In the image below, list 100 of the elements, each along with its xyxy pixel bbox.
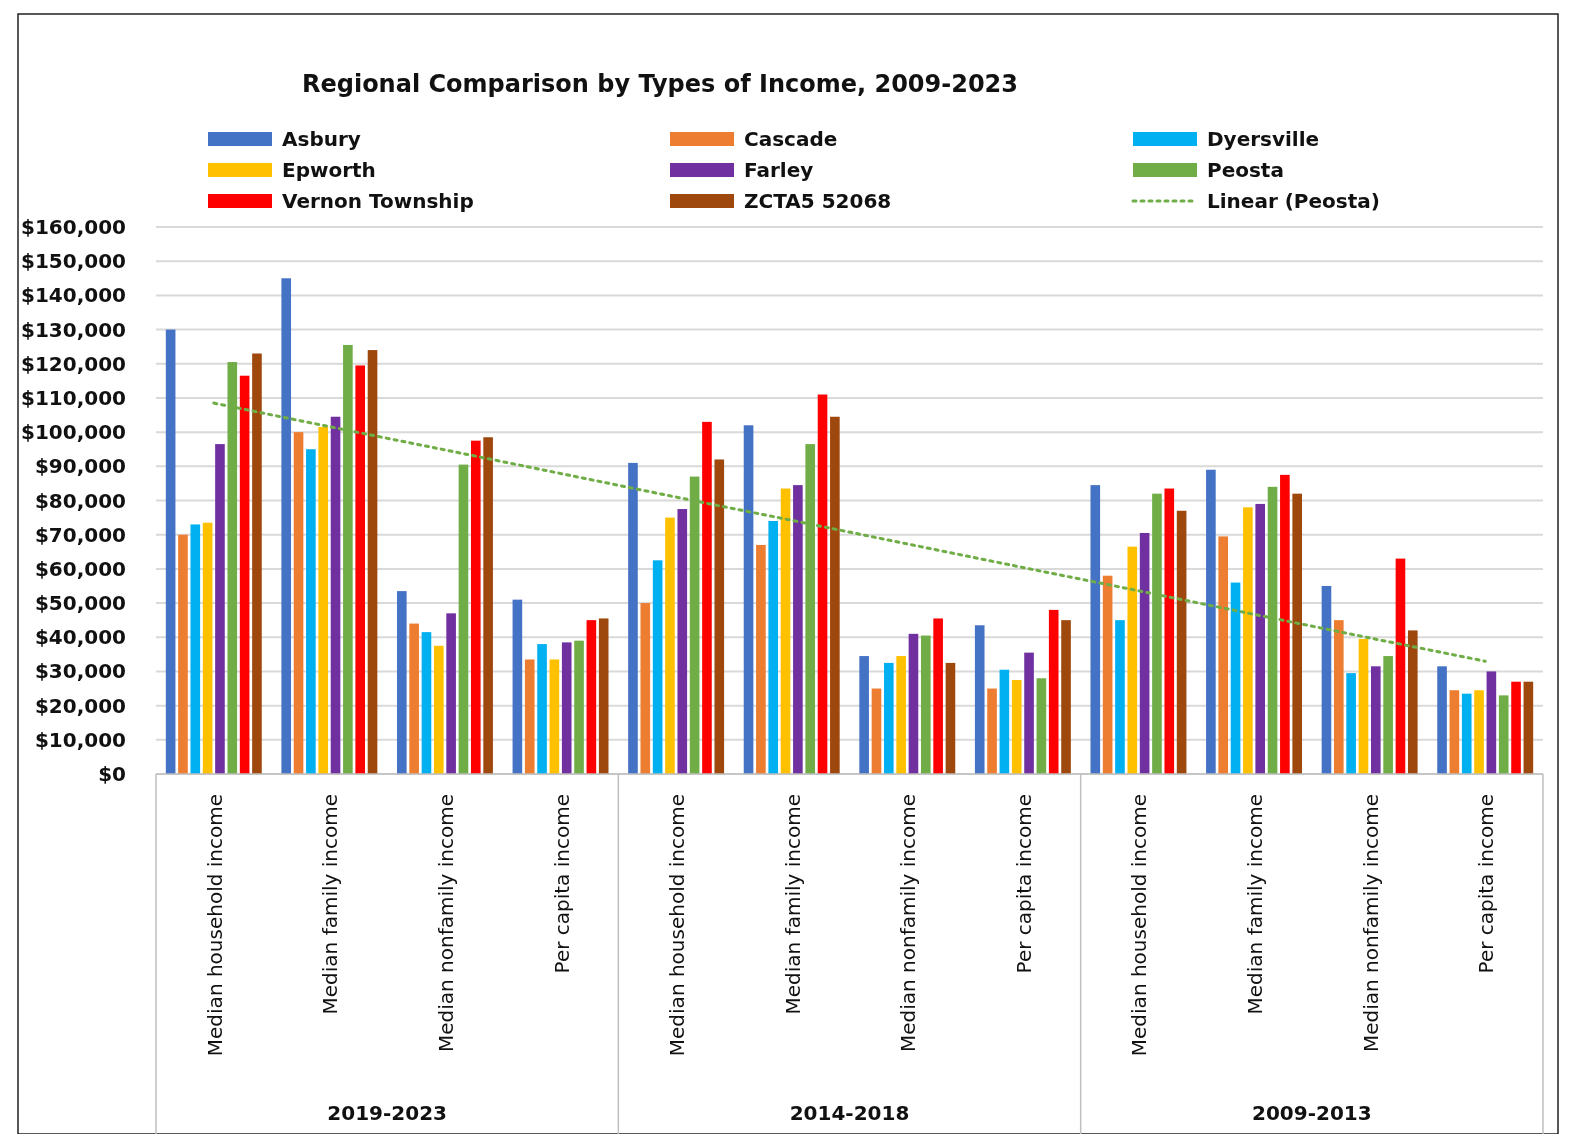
x-tick-label: Per capita income — [549, 794, 574, 974]
bar — [1218, 536, 1229, 774]
chart-title: Regional Comparison by Types of Income, 2009-2023 — [301, 70, 1019, 98]
y-tick-label: $90,000 — [34, 454, 126, 479]
bar — [586, 620, 597, 774]
bar — [1498, 695, 1509, 774]
bar — [433, 645, 444, 774]
y-tick-label: $10,000 — [34, 727, 126, 752]
bar — [421, 632, 432, 774]
text: 2014-2018 — [789, 1101, 910, 1125]
x-tick-label: Per capita income — [1474, 794, 1499, 974]
y-tick-label: $40,000 — [34, 625, 126, 650]
bar — [1090, 485, 1101, 774]
bar — [1036, 678, 1047, 774]
y-tick-label: $140,000 — [20, 283, 126, 308]
bar — [1024, 652, 1034, 774]
bar — [793, 485, 803, 774]
legend-label: Cascade — [744, 127, 838, 151]
bar — [549, 659, 560, 774]
bar — [318, 427, 329, 774]
y-tick-label: $150,000 — [20, 249, 126, 274]
legend-label: Peosta — [1207, 158, 1284, 182]
bar — [178, 534, 188, 774]
bar — [1437, 666, 1447, 774]
y-tick-label: $50,000 — [34, 591, 126, 616]
bar — [974, 625, 985, 774]
bar — [908, 633, 919, 774]
bar — [1280, 474, 1290, 774]
bar — [1243, 507, 1253, 774]
bar — [1523, 681, 1534, 774]
bar — [409, 623, 419, 774]
bar — [396, 591, 407, 774]
bar — [859, 656, 869, 774]
bar — [1395, 558, 1406, 774]
bar — [1333, 620, 1344, 774]
bar — [999, 669, 1010, 774]
y-tick-label: $80,000 — [34, 488, 126, 513]
y-tick-label: $160,000 — [20, 215, 126, 239]
bar — [702, 421, 712, 774]
bar — [1358, 638, 1369, 774]
bar — [537, 644, 547, 774]
bar — [470, 440, 481, 774]
bar — [458, 464, 469, 774]
bar — [446, 613, 456, 774]
x-tick-label: Median household income — [665, 794, 690, 1057]
bar — [1061, 620, 1071, 774]
y-tick-label: $120,000 — [20, 351, 126, 376]
text: 2019-2023 — [327, 1101, 447, 1125]
x-tick-label: Median nonfamily income — [433, 794, 458, 1053]
bar — [883, 662, 894, 774]
bar — [1176, 510, 1187, 774]
bar — [252, 353, 262, 774]
bar — [817, 394, 828, 774]
bar — [1383, 656, 1393, 774]
bar — [1370, 666, 1381, 774]
y-tick-label: $70,000 — [34, 522, 126, 547]
bar — [945, 662, 956, 774]
bar — [933, 618, 943, 774]
bar — [1115, 620, 1125, 774]
bar — [1048, 609, 1059, 774]
bar — [483, 437, 493, 774]
x-tick-label: Median household income — [1127, 794, 1152, 1057]
x-tick-label: Median family income — [1243, 794, 1268, 1015]
y-tick-label: $60,000 — [34, 556, 126, 581]
bar — [190, 524, 201, 774]
bar — [1449, 690, 1460, 774]
bar — [714, 459, 725, 774]
bar — [987, 688, 997, 774]
bar — [1292, 493, 1303, 774]
x-tick-label: Per capita income — [1011, 794, 1036, 974]
x-tick-label: Median family income — [318, 794, 343, 1015]
bar — [574, 640, 584, 774]
bar — [239, 375, 250, 774]
bar — [756, 544, 766, 774]
bar — [896, 656, 906, 774]
bar — [1346, 673, 1356, 774]
bar — [768, 521, 779, 774]
bar — [306, 449, 316, 774]
bar — [330, 416, 341, 774]
bar — [598, 618, 609, 774]
bar — [367, 350, 378, 774]
bar — [1407, 630, 1418, 774]
y-tick-label: $30,000 — [34, 659, 126, 684]
legend-label: Dyersville — [1207, 127, 1320, 151]
bar — [1321, 585, 1332, 774]
bar — [1102, 575, 1113, 774]
x-tick-label: Median household income — [202, 794, 227, 1057]
x-tick-label: Median nonfamily income — [896, 794, 921, 1053]
bar — [202, 522, 213, 774]
x-tick-label: Median family income — [780, 794, 805, 1015]
bar — [780, 488, 791, 774]
bar — [743, 425, 754, 774]
bar — [830, 416, 840, 774]
bar — [1461, 693, 1472, 774]
bar — [665, 517, 675, 774]
legend-label: ZCTA5 52068 — [744, 189, 892, 213]
bar — [652, 560, 663, 774]
bar — [677, 509, 688, 774]
bar — [1127, 546, 1138, 774]
bar — [561, 642, 572, 774]
